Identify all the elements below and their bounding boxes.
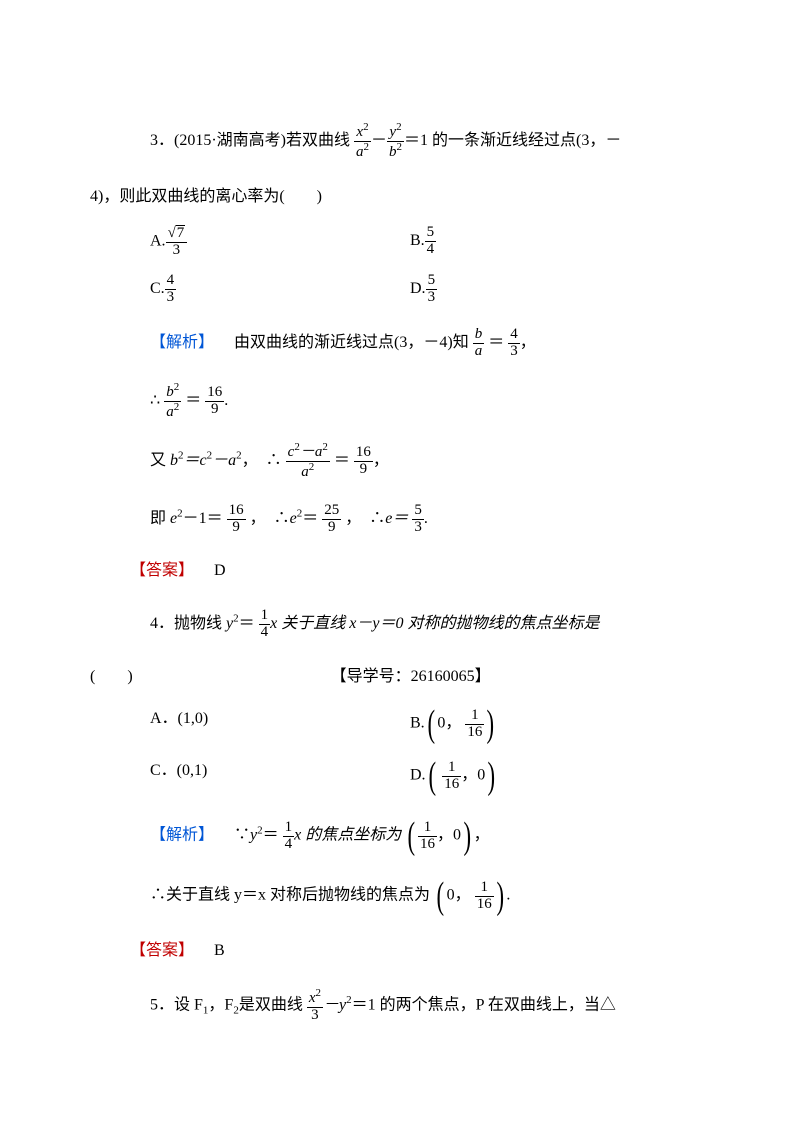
q3-optB: B.54 [410,225,436,259]
q4-optB: B.(0， 116) [410,705,497,743]
q3-line2: 4)，则此双曲线的离心率为( ) [90,183,704,212]
q3-intro-a: 3．(2015·湖南高考)若双曲线 [150,132,350,149]
q3-jiexi-l2: ∴ b2a2 ＝ 169. [150,382,704,421]
q4-jiexi-l1: 【解析】 ∵y2＝ 14x 的焦点坐标为 (116，0)， [150,817,704,855]
q4-optA: A．(1,0) [150,705,410,743]
q3-optD: D.53 [410,273,437,306]
q4-optC: C．(0,1) [150,757,410,795]
q3-optC: C.43 [150,273,410,306]
q3-jiexi-l1: 【解析】 由双曲线的渐近线过点(3，－4)知 ba ＝ 43， [150,327,704,360]
jiexi-label: 【解析】 [150,827,214,844]
daan-label: 【答案】 [130,562,194,579]
q3-jiexi-l4: 即 e2－1＝ 169 ， ∴e2＝ 259 ， ∴e＝ 53. [150,503,704,536]
q4-jiexi-l2: ∴关于直线 y＝x 对称后抛物线的焦点为 (0， 116). [150,877,704,915]
q3-opt-row1: A. √7 3 B.54 [90,225,704,259]
q3-optA: A. √7 3 [150,225,410,259]
q5-line1: 5．设 F1，F2是双曲线 x23－y2＝1 的两个焦点，P 在双曲线上，当△ [150,988,704,1024]
q3-opt-row2: C.43 D.53 [90,273,704,306]
q3-answer: 【答案】 D [130,557,704,586]
frac-x2a2: x2 a2 [354,122,371,161]
q4-optD: D.( 116，0) [410,757,498,795]
q4-answer: 【答案】 B [130,937,704,966]
q3-line1: 3．(2015·湖南高考)若双曲线 x2 a2 － y2 b2 ＝1 的一条渐近… [150,122,704,161]
daan-label: 【答案】 [130,942,194,959]
q4-line2: ( ) 【导学号：26160065】 [90,663,704,692]
q4-line1: 4．抛物线 y2＝ 14x 关于直线 x－y＝0 对称的抛物线的焦点坐标是 [150,608,704,641]
jiexi-label: 【解析】 [150,334,214,351]
frac-y2b2: y2 b2 [387,122,404,161]
q4-opt-row2: C．(0,1) D.( 116，0) [90,757,704,795]
q4-opt-row1: A．(1,0) B.(0， 116) [90,705,704,743]
q3-jiexi-l3: 又 b2＝c2－a2， ∴ c2－a2a2 ＝ 169， [150,442,704,481]
q3-intro-b: ＝1 的一条渐近线经过点(3，－ [404,132,621,149]
